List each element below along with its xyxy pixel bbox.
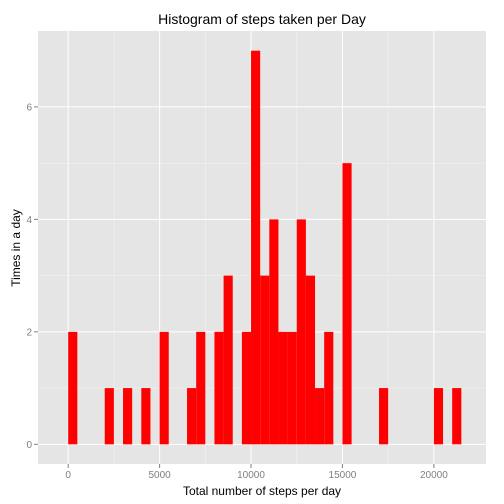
histogram-bar bbox=[196, 331, 206, 445]
x-tick-label: 0 bbox=[65, 470, 71, 481]
y-tick-label: 6 bbox=[26, 102, 32, 113]
x-tick-label: 20000 bbox=[420, 470, 448, 481]
histogram-bar bbox=[187, 388, 197, 445]
histogram-bar bbox=[104, 388, 114, 445]
x-axis-label: Total number of steps per day bbox=[183, 484, 341, 498]
histogram-bar bbox=[315, 388, 325, 445]
histogram-bar bbox=[141, 388, 151, 445]
x-tick-label: 15000 bbox=[329, 470, 357, 481]
histogram-bar bbox=[278, 331, 288, 445]
histogram-bar bbox=[123, 388, 133, 445]
y-tick-label: 4 bbox=[26, 215, 32, 226]
histogram-bar bbox=[296, 219, 306, 445]
chart-title: Histogram of steps taken per Day bbox=[158, 11, 366, 27]
histogram-bar bbox=[159, 331, 169, 445]
x-tick-label: 10000 bbox=[237, 470, 265, 481]
histogram-bar bbox=[214, 331, 224, 445]
histogram-bar bbox=[342, 163, 352, 445]
histogram-bar bbox=[305, 275, 316, 445]
histogram-bar bbox=[379, 388, 389, 445]
x-tick-label: 5000 bbox=[148, 470, 171, 481]
histogram-bar bbox=[223, 275, 233, 445]
histogram-bars bbox=[68, 50, 462, 445]
histogram-bar bbox=[324, 331, 334, 445]
histogram-bar bbox=[433, 388, 444, 445]
histogram-bar bbox=[68, 331, 78, 445]
y-tick-label: 0 bbox=[26, 440, 32, 451]
histogram-bar bbox=[287, 331, 297, 445]
histogram-bar bbox=[241, 331, 252, 445]
y-axis-label: Times in a day bbox=[9, 209, 23, 287]
x-axis-ticks: 0 5000 10000 15000 20000 bbox=[65, 464, 448, 481]
histogram-bar bbox=[251, 50, 261, 445]
histogram-bar bbox=[260, 275, 270, 445]
histogram-bar bbox=[452, 388, 462, 445]
y-tick-label: 2 bbox=[26, 327, 32, 338]
y-axis-ticks: 0 2 4 6 bbox=[26, 102, 38, 451]
histogram-bar bbox=[269, 219, 279, 445]
